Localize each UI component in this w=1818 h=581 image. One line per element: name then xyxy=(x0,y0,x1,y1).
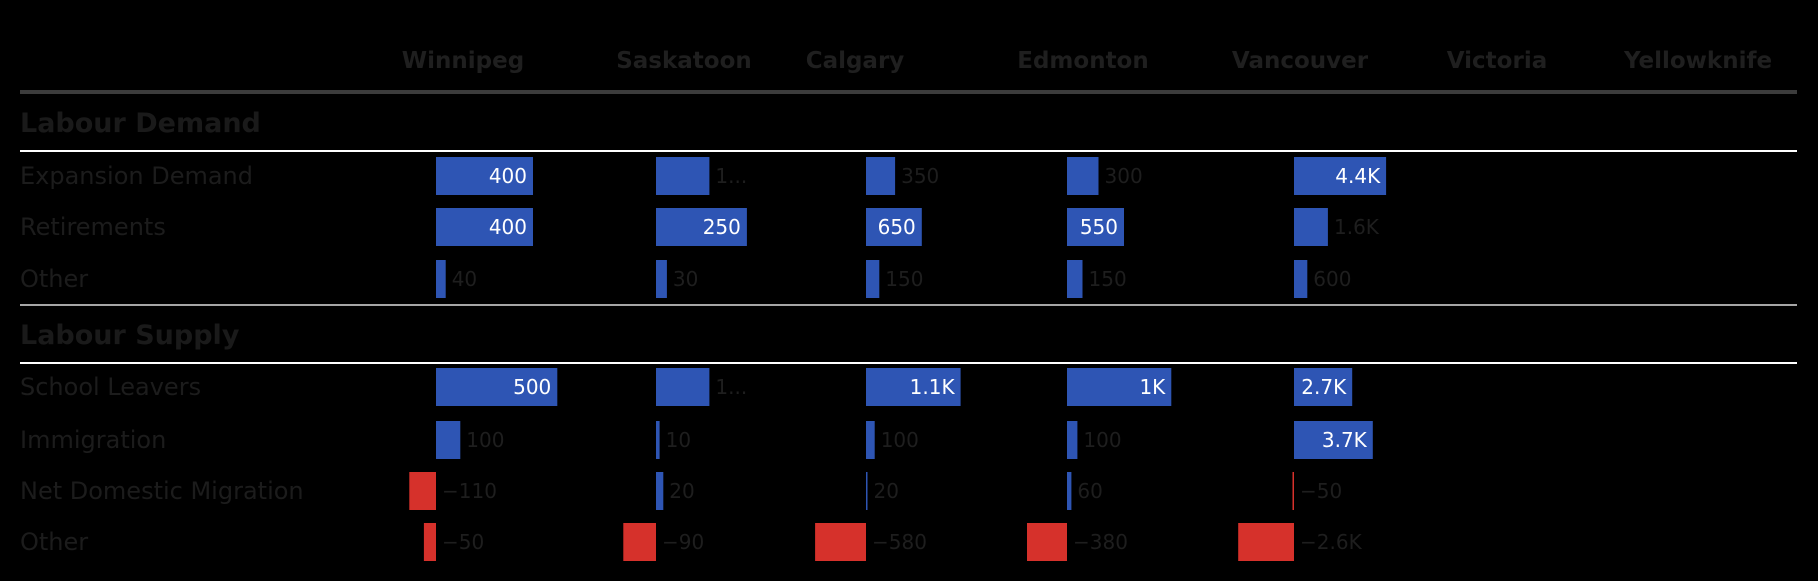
bar-labour-supply-immigration-vancouver xyxy=(1294,421,1373,459)
value-label-labour-demand-retirements-saskatoon: 250 xyxy=(703,215,741,239)
bar-labour-demand-retirements-edmonton xyxy=(1067,208,1124,246)
value-label-labour-demand-expansion-demand-saskatoon: 1... xyxy=(715,164,747,188)
value-label-labour-demand-retirements-winnipeg: 400 xyxy=(489,215,527,239)
column-header-winnipeg: Winnipeg xyxy=(402,48,524,74)
value-label-labour-supply-school-leavers-vancouver: 2.7K xyxy=(1301,375,1347,399)
value-label-labour-demand-expansion-demand-winnipeg: 400 xyxy=(489,164,527,188)
value-label-labour-supply-immigration-calgary: 100 xyxy=(881,428,919,452)
value-label-labour-demand-expansion-demand-calgary: 350 xyxy=(901,164,939,188)
bar-labour-demand-expansion-demand-edmonton xyxy=(1067,157,1099,195)
value-label-labour-supply-school-leavers-winnipeg: 500 xyxy=(513,375,551,399)
value-label-labour-demand-other-winnipeg: 40 xyxy=(452,267,477,291)
row-label-labour-supply-other: Other xyxy=(20,528,88,556)
bar-labour-supply-net-domestic-migration-edmonton xyxy=(1067,472,1072,510)
section-title-labour-demand: Labour Demand xyxy=(20,108,261,139)
bar-labour-demand-expansion-demand-vancouver xyxy=(1294,157,1387,195)
value-label-labour-supply-school-leavers-edmonton: 1K xyxy=(1139,375,1166,399)
row-label-labour-demand-other: Other xyxy=(20,265,88,293)
row-label-labour-supply-school-leavers: School Leavers xyxy=(20,373,201,401)
value-label-labour-supply-immigration-vancouver: 3.7K xyxy=(1322,428,1368,452)
bar-labour-demand-expansion-demand-saskatoon xyxy=(656,157,710,195)
bar-labour-supply-other-edmonton xyxy=(1027,523,1067,561)
value-label-labour-supply-net-domestic-migration-edmonton: 60 xyxy=(1077,479,1102,503)
value-label-labour-supply-other-vancouver: −2.6K xyxy=(1300,530,1363,554)
row-label-labour-supply-net-domestic-migration: Net Domestic Migration xyxy=(20,477,304,505)
value-label-labour-demand-other-calgary: 150 xyxy=(885,267,923,291)
bar-labour-demand-retirements-winnipeg xyxy=(436,208,533,246)
bar-labour-supply-other-calgary xyxy=(815,523,866,561)
sections: Labour Demand Expansion Demand Retirements… xyxy=(20,108,304,556)
value-label-labour-supply-school-leavers-calgary: 1.1K xyxy=(910,375,956,399)
bar-labour-supply-school-leavers-edmonton xyxy=(1067,368,1172,406)
value-label-labour-supply-net-domestic-migration-saskatoon: 20 xyxy=(669,479,694,503)
bar-labour-demand-retirements-saskatoon xyxy=(656,208,747,246)
bar-labour-demand-retirements-calgary xyxy=(866,208,922,246)
value-label-labour-supply-net-domestic-migration-winnipeg: −110 xyxy=(442,479,497,503)
value-label-labour-demand-retirements-vancouver: 1.6K xyxy=(1334,215,1380,239)
bar-labour-supply-other-saskatoon xyxy=(623,523,656,561)
value-label-labour-supply-net-domestic-migration-calgary: 20 xyxy=(874,479,899,503)
column-header-victoria: Victoria xyxy=(1447,48,1547,74)
bar-labour-supply-school-leavers-calgary xyxy=(866,368,961,406)
row-label-labour-demand-expansion-demand: Expansion Demand xyxy=(20,162,253,190)
column-header-yellowknife: Yellowknife xyxy=(1623,48,1772,74)
bar-labour-demand-expansion-demand-winnipeg xyxy=(436,157,533,195)
bar-labour-supply-net-domestic-migration-winnipeg xyxy=(409,472,436,510)
value-label-labour-demand-expansion-demand-vancouver: 4.4K xyxy=(1335,164,1381,188)
value-label-labour-demand-other-edmonton: 150 xyxy=(1089,267,1127,291)
bar-labour-supply-net-domestic-migration-vancouver xyxy=(1292,472,1294,510)
column-header-saskatoon: Saskatoon xyxy=(616,48,752,74)
bar-labour-supply-immigration-edmonton xyxy=(1067,421,1078,459)
bar-labour-supply-immigration-saskatoon xyxy=(656,421,660,459)
bar-labour-demand-other-saskatoon xyxy=(656,260,667,298)
value-label-labour-demand-retirements-calgary: 650 xyxy=(878,215,916,239)
value-label-labour-supply-other-calgary: −580 xyxy=(872,530,927,554)
value-label-labour-demand-other-vancouver: 600 xyxy=(1313,267,1351,291)
bar-labour-demand-expansion-demand-calgary xyxy=(866,157,896,195)
bar-labour-demand-other-winnipeg xyxy=(436,260,446,298)
value-label-labour-demand-other-saskatoon: 30 xyxy=(673,267,698,291)
bar-labour-demand-other-vancouver xyxy=(1294,260,1308,298)
bar-labour-demand-other-edmonton xyxy=(1067,260,1083,298)
column-headers: Winnipeg Saskatoon Calgary Edmonton Vancouve… xyxy=(402,48,1772,74)
bar-labour-supply-net-domestic-migration-saskatoon xyxy=(656,472,664,510)
divider-lines xyxy=(20,90,1797,364)
bar-labour-supply-other-vancouver xyxy=(1238,523,1294,561)
bar-labour-supply-net-domestic-migration-calgary xyxy=(866,472,868,510)
bar-labour-supply-school-leavers-winnipeg xyxy=(436,368,558,406)
bars: 400 1... 350 300 4.4K 400 250 650 550 1.6K 40 30 150… xyxy=(409,157,1387,561)
value-label-labour-supply-immigration-saskatoon: 10 xyxy=(666,428,691,452)
value-label-labour-demand-retirements-edmonton: 550 xyxy=(1080,215,1118,239)
value-label-labour-supply-immigration-winnipeg: 100 xyxy=(466,428,504,452)
bar-labour-demand-retirements-vancouver xyxy=(1294,208,1328,246)
value-label-labour-supply-net-domestic-migration-vancouver: −50 xyxy=(1300,479,1342,503)
bar-labour-supply-immigration-winnipeg xyxy=(436,421,461,459)
bar-labour-demand-other-calgary xyxy=(866,260,880,298)
row-label-labour-demand-retirements: Retirements xyxy=(20,213,166,241)
bar-labour-supply-school-leavers-saskatoon xyxy=(656,368,710,406)
value-label-labour-supply-other-edmonton: −380 xyxy=(1073,530,1128,554)
value-label-labour-supply-other-saskatoon: −90 xyxy=(662,530,704,554)
bar-labour-supply-immigration-calgary xyxy=(866,421,875,459)
column-header-calgary: Calgary xyxy=(806,48,905,74)
bar-labour-supply-school-leavers-vancouver xyxy=(1294,368,1353,406)
value-label-labour-supply-school-leavers-saskatoon: 1... xyxy=(715,375,747,399)
column-header-edmonton: Edmonton xyxy=(1017,48,1149,74)
value-label-labour-supply-immigration-edmonton: 100 xyxy=(1083,428,1121,452)
column-header-vancouver: Vancouver xyxy=(1232,48,1369,74)
row-label-labour-supply-immigration: Immigration xyxy=(20,426,166,454)
value-label-labour-supply-other-winnipeg: −50 xyxy=(442,530,484,554)
section-title-labour-supply: Labour Supply xyxy=(20,320,240,351)
value-label-labour-demand-expansion-demand-edmonton: 300 xyxy=(1105,164,1143,188)
bar-labour-supply-other-winnipeg xyxy=(423,523,436,561)
